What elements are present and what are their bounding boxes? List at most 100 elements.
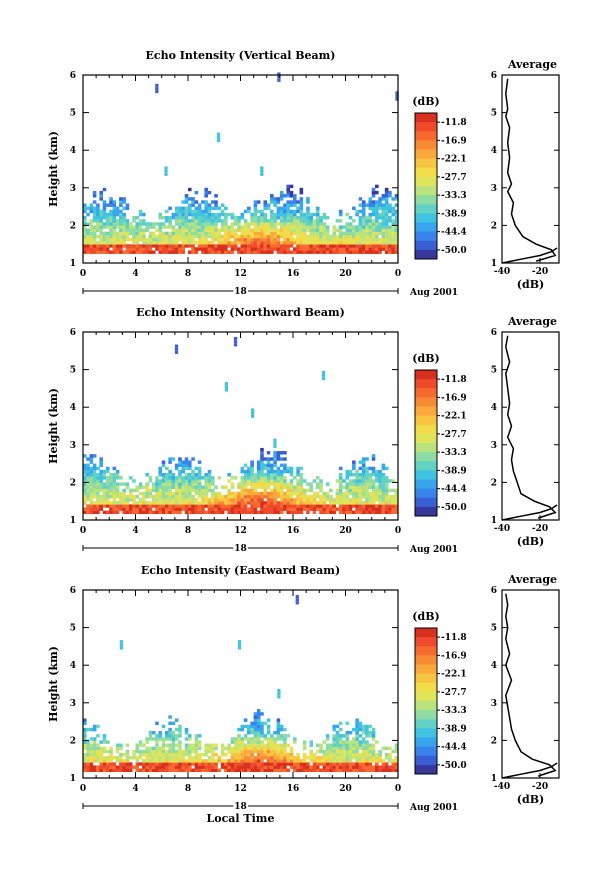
heatmap-cell	[237, 734, 241, 738]
heatmap-cell	[276, 241, 281, 245]
heatmap-cell	[224, 228, 228, 232]
heatmap-cell	[174, 250, 179, 254]
sparse-echo	[295, 601, 299, 605]
heatmap-cell	[96, 485, 100, 489]
heatmap-cell	[230, 498, 235, 502]
heatmap-cell	[263, 721, 268, 726]
heatmap-cell	[365, 485, 369, 489]
heatmap-cell	[283, 203, 287, 207]
heatmap-cell	[230, 485, 235, 489]
heatmap-cell	[270, 501, 274, 505]
heatmap-cell	[174, 212, 179, 217]
heatmap-cell	[299, 206, 304, 211]
heatmap-cell	[270, 457, 274, 461]
heatmap-cell	[181, 498, 186, 502]
heatmap-cell	[355, 241, 359, 245]
heatmap-cell	[368, 501, 373, 505]
heatmap-cell	[309, 759, 313, 763]
heatmap-cell	[263, 203, 268, 207]
heatmap-cell	[276, 250, 281, 254]
heatmap-cell	[217, 501, 222, 505]
heatmap-cell	[276, 485, 281, 489]
heatmap-cell	[263, 212, 268, 217]
heatmap-cell	[286, 762, 291, 766]
heatmap-cell	[191, 457, 195, 461]
heatmap-cell	[286, 466, 291, 471]
heatmap-cell	[273, 479, 277, 483]
heatmap-cell	[286, 734, 291, 738]
heatmap-cell	[210, 200, 215, 204]
heatmap-cell	[263, 507, 268, 511]
heatmap-cell	[158, 231, 163, 236]
heatmap-cell	[384, 209, 389, 214]
heatmap-cell	[325, 749, 330, 754]
heatmap-cell	[279, 501, 284, 505]
heatmap-cell	[161, 746, 166, 751]
heatmap-cell	[375, 473, 379, 477]
profile-x-tick-label: -20	[532, 524, 548, 534]
heatmap-cell	[315, 476, 320, 480]
heatmap-cell	[217, 491, 222, 496]
heatmap-cell	[388, 203, 392, 207]
heatmap-cell	[99, 765, 103, 769]
heatmap-cell	[122, 488, 126, 493]
sparse-echo	[174, 347, 179, 351]
heatmap-cell	[155, 237, 159, 242]
heatmap-cell	[378, 225, 382, 229]
heatmap-cell	[86, 482, 90, 486]
heatmap-cell	[194, 752, 199, 757]
heatmap-cell	[283, 504, 287, 508]
heatmap-cell	[315, 206, 320, 211]
heatmap-cell	[194, 743, 199, 747]
profile-y-tick-label: 6	[491, 71, 497, 81]
heatmap-cell	[273, 216, 277, 220]
heatmap-cell	[332, 765, 336, 769]
heatmap-cell	[197, 460, 202, 464]
heatmap-cell	[142, 241, 146, 245]
heatmap-cell	[279, 762, 284, 766]
heatmap-cell	[273, 746, 277, 751]
heatmap-cell	[148, 488, 153, 493]
heatmap-cell	[178, 727, 182, 732]
heatmap-cell	[210, 746, 215, 751]
heatmap-cell	[375, 212, 379, 217]
heatmap-cell	[142, 768, 146, 773]
heatmap-cell	[371, 501, 376, 505]
heatmap-cell	[230, 244, 235, 248]
y-tick-label: 3	[70, 184, 76, 194]
profile-x-label: (dB)	[517, 535, 544, 548]
heatmap-cell	[207, 247, 212, 251]
heatmap-cell	[161, 463, 166, 468]
heatmap-cell	[115, 212, 120, 217]
heatmap-cell	[283, 479, 287, 483]
heatmap-cell	[322, 752, 327, 757]
heatmap-cell	[329, 501, 333, 505]
heatmap-cell	[220, 762, 225, 766]
heatmap-cell	[315, 743, 320, 747]
heatmap-cell	[184, 234, 189, 239]
heatmap-cell	[188, 734, 192, 738]
heatmap-cell	[263, 743, 268, 747]
heatmap-cell	[191, 469, 195, 474]
heatmap-cell	[184, 768, 189, 773]
heatmap-cell	[293, 225, 297, 229]
heatmap-cell	[188, 206, 192, 211]
heatmap-cell	[355, 727, 359, 732]
heatmap-cell	[194, 485, 199, 489]
heatmap-cell	[263, 228, 268, 232]
heatmap-cell	[99, 746, 103, 751]
heatmap-cell	[361, 457, 366, 461]
heatmap-cell	[352, 765, 356, 769]
heatmap-cell	[293, 768, 297, 773]
heatmap-cell	[345, 250, 350, 254]
heatmap-cell	[279, 225, 284, 229]
heatmap-cell	[381, 466, 386, 471]
heatmap-cell	[342, 479, 346, 483]
heatmap-cell	[210, 491, 215, 496]
heatmap-cell	[322, 501, 327, 505]
x-tick-label: 0	[395, 269, 401, 279]
heatmap-cell	[224, 247, 228, 251]
heatmap-cell	[165, 476, 169, 480]
heatmap-cell	[102, 768, 107, 773]
heatmap-cell	[89, 756, 94, 760]
